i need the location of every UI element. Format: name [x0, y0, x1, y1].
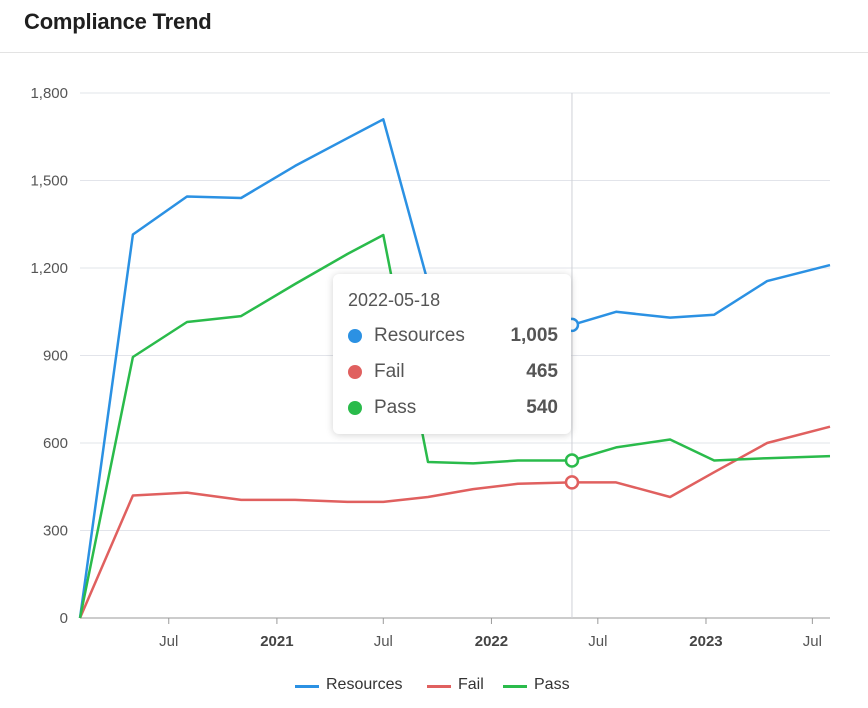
tooltip-label: Pass: [374, 397, 417, 418]
series-line-fail: [78, 425, 831, 619]
fail-line-icon: [427, 685, 451, 688]
y-tick-label: 1,500: [30, 173, 68, 190]
y-tick-label: 900: [43, 348, 68, 365]
fail-dot-icon: [348, 365, 362, 379]
legend-label: Pass: [534, 676, 570, 693]
tooltip-label: Fail: [374, 361, 405, 382]
legend-item-pass[interactable]: Pass: [503, 674, 583, 698]
tooltip-value: 540: [526, 397, 558, 418]
hover-point-pass: [564, 453, 580, 468]
pass-line-icon: [503, 685, 527, 688]
card-header: Compliance Trend: [0, 0, 868, 53]
resources-line-icon: [295, 685, 319, 688]
tooltip-row-fail: Fail 465: [348, 360, 558, 384]
hover-point-fail: [564, 475, 580, 490]
x-tick-label: Jul: [588, 633, 607, 650]
tooltip-value: 465: [526, 361, 558, 382]
card-title: Compliance Trend: [24, 9, 212, 34]
tooltip-row-pass: Pass 540: [348, 396, 558, 420]
chart-legend: Resources Fail Pass: [0, 674, 868, 698]
tooltip-label: Resources: [374, 325, 465, 346]
x-tick-label: 2021: [260, 633, 293, 650]
chart-tooltip: 2022-05-18 Resources 1,005 Fail 465 Pass…: [333, 274, 571, 434]
legend-label: Resources: [326, 676, 403, 693]
tooltip-date: 2022-05-18: [348, 290, 441, 310]
x-tick-label: 2023: [689, 633, 722, 650]
y-tick-label: 0: [60, 610, 68, 627]
x-tick-label: Jul: [374, 633, 393, 650]
pass-dot-icon: [348, 401, 362, 415]
x-tick-label: Jul: [159, 633, 178, 650]
series-line-resources: [78, 118, 831, 619]
y-tick-label: 1,800: [30, 85, 68, 102]
y-tick-label: 300: [43, 523, 68, 540]
x-tick-label: 2022: [475, 633, 508, 650]
legend-label: Fail: [458, 676, 484, 693]
y-tick-label: 1,200: [30, 260, 68, 277]
tooltip-value: 1,005: [510, 325, 558, 346]
tooltip-row-resources: Resources 1,005: [348, 324, 558, 348]
compliance-trend-chart: 0 300 600 900 1,200 1,500 1,800 Jul 2021 Jul 2022 J…: [30, 85, 831, 650]
x-tick-label: Jul: [803, 633, 822, 650]
series-line-pass: [78, 233, 831, 619]
resources-dot-icon: [348, 329, 362, 343]
legend-item-fail[interactable]: Fail: [427, 674, 497, 698]
y-tick-label: 600: [43, 435, 68, 452]
legend-item-resources[interactable]: Resources: [295, 674, 415, 698]
